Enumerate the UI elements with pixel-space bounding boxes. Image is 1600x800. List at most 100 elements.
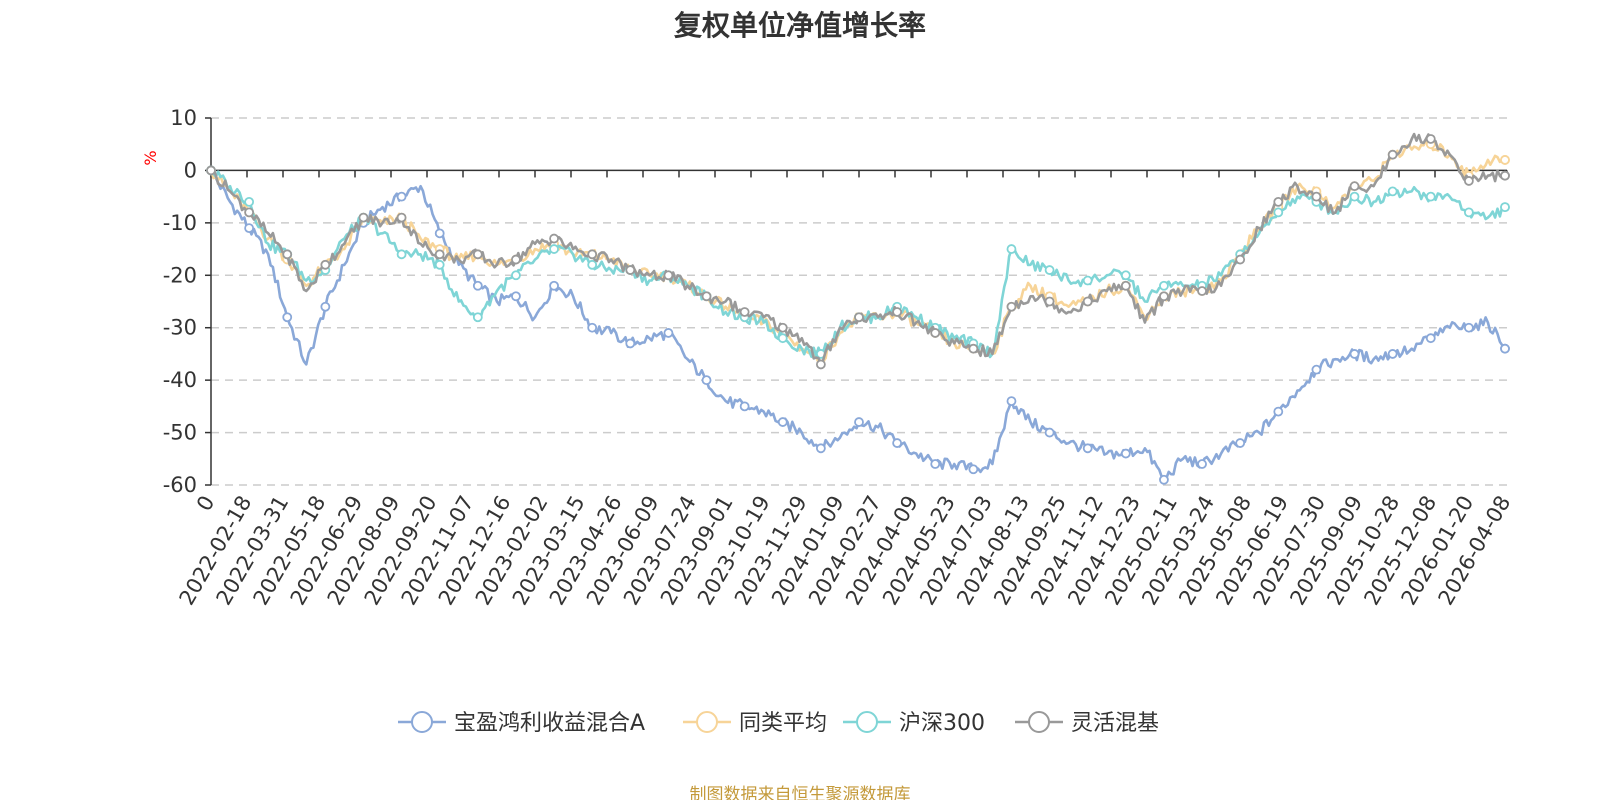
data-point (625, 265, 636, 275)
data-point (739, 401, 750, 412)
legend-label: 灵活混基 (1071, 711, 1159, 736)
legend-marker (411, 711, 433, 733)
data-point (777, 333, 788, 344)
y-tick-label: -60 (163, 473, 197, 497)
data-point (968, 343, 979, 354)
data-point (854, 417, 864, 427)
data-point (1235, 254, 1246, 265)
data-point (1425, 333, 1436, 344)
data-point (472, 249, 483, 260)
y-tick-label: -30 (163, 316, 197, 340)
series-line (210, 132, 1507, 366)
data-point (320, 301, 331, 312)
data-point (472, 312, 483, 323)
data-point (244, 223, 255, 234)
data-point (1120, 270, 1131, 281)
data-point (1349, 191, 1360, 202)
data-point (1197, 286, 1207, 296)
data-point (777, 417, 788, 427)
data-point (1463, 176, 1474, 186)
legend-marker (856, 711, 878, 733)
x-tick-label: 0 (192, 492, 219, 516)
data-point (1044, 265, 1055, 275)
y-tick-label: -10 (163, 211, 197, 235)
data-point (511, 254, 521, 265)
data-point (434, 249, 445, 260)
data-point (1500, 202, 1510, 213)
data-point (1159, 474, 1169, 485)
y-tick-label: -50 (163, 421, 197, 445)
data-point (968, 464, 979, 475)
data-point (244, 196, 255, 207)
data-point (396, 249, 407, 260)
data-point (892, 438, 903, 448)
data-point (434, 259, 445, 270)
data-point (549, 280, 559, 291)
data-point (1387, 186, 1398, 197)
data-point (358, 212, 369, 223)
data-point (396, 212, 407, 223)
data-point (1082, 296, 1093, 307)
data-point (1273, 207, 1284, 218)
data-point (549, 233, 559, 244)
legend-item: 同类平均 (683, 711, 827, 736)
data-point (1006, 301, 1017, 312)
legend-item: 沪深300 (843, 711, 985, 736)
data-point (396, 191, 407, 202)
data-point (1120, 280, 1131, 291)
data-point (1463, 322, 1474, 333)
data-point (1120, 448, 1131, 459)
data-point (1235, 438, 1246, 448)
data-point (739, 307, 750, 317)
data-point (282, 249, 293, 260)
data-point (1425, 191, 1436, 202)
data-point (587, 322, 598, 333)
data-point (587, 249, 598, 260)
data-point (511, 291, 521, 302)
data-point (282, 312, 293, 323)
source-note: 制图数据来自恒生聚源数据库 (689, 785, 911, 800)
line-chart: 100-10-20-30-40-50-60%02022-02-182022-03… (141, 106, 1515, 736)
legend-item: 灵活混基 (1015, 711, 1159, 736)
y-axis-label: % (141, 150, 160, 165)
legend-marker (1028, 711, 1050, 733)
data-point (1044, 296, 1055, 307)
data-point (320, 259, 331, 270)
data-point (625, 338, 636, 349)
data-point (892, 307, 903, 317)
data-point (1387, 149, 1398, 160)
data-point (1197, 459, 1207, 469)
data-point (1463, 207, 1474, 218)
legend-item: 宝盈鸿利收益混合A (398, 711, 645, 736)
y-tick-label: -40 (163, 368, 197, 392)
data-point (511, 270, 521, 281)
y-tick-label: 0 (184, 158, 197, 182)
data-point (1044, 427, 1055, 438)
data-point (1273, 406, 1284, 417)
data-point (1006, 396, 1017, 407)
y-tick-label: -20 (163, 263, 197, 287)
data-point (777, 322, 788, 333)
data-point (1425, 134, 1436, 144)
data-point (472, 280, 483, 291)
legend-marker (696, 711, 718, 733)
data-point (663, 270, 674, 281)
data-point (587, 259, 598, 270)
data-point (815, 359, 826, 370)
data-point (701, 291, 712, 302)
data-point (1500, 170, 1510, 181)
data-point (1006, 244, 1017, 254)
data-point (1159, 280, 1169, 291)
data-point (206, 165, 216, 176)
y-tick-label: 10 (170, 106, 197, 130)
data-point (930, 328, 941, 338)
data-point (1387, 349, 1398, 359)
data-point (549, 244, 559, 254)
data-point (1082, 275, 1093, 286)
data-point (815, 443, 826, 454)
data-point (701, 375, 712, 386)
data-point (244, 207, 255, 218)
data-point (663, 328, 674, 338)
legend-label: 宝盈鸿利收益混合A (454, 711, 645, 736)
